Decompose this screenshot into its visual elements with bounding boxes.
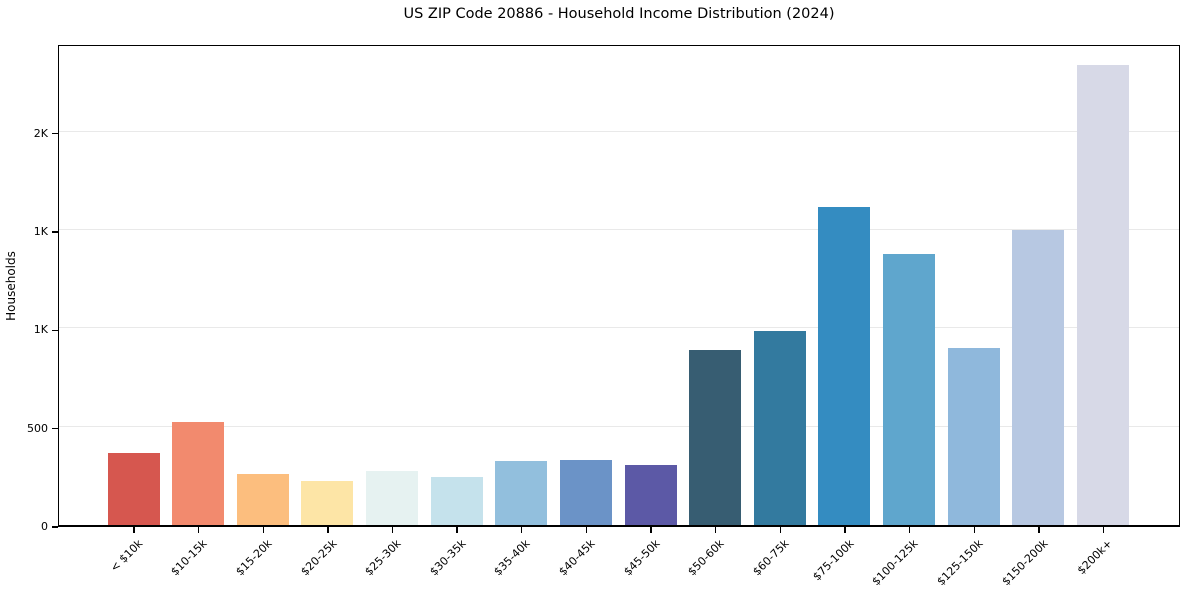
x-tick-mark-8	[585, 527, 588, 533]
plot-area	[58, 45, 1180, 527]
y-tick-label-2000: 2K	[33, 126, 48, 140]
bar-10	[689, 349, 742, 525]
x-tick-label-15: $150-200k	[998, 537, 1051, 589]
bar-13	[883, 253, 936, 525]
x-tick-label-11: $60-75k	[750, 537, 792, 579]
y-tick-label-0: 0	[41, 520, 48, 533]
x-tick-label-10: $50-60k	[685, 537, 727, 579]
y-tick-label-1500: 1K	[33, 224, 48, 238]
bar-11	[753, 331, 806, 525]
x-tick-mark-15	[1038, 527, 1040, 533]
x-tick-mark-6	[456, 527, 458, 533]
bar-9	[624, 465, 677, 525]
x-tick-mark-4	[327, 527, 329, 533]
bar-2	[172, 421, 225, 525]
bar-16	[1076, 64, 1129, 525]
x-tick-label-5: $25-30k	[362, 537, 404, 579]
y-tick-mark-0	[52, 526, 58, 528]
bar-14	[947, 347, 1000, 525]
y-tick-label-500: 500	[27, 421, 48, 435]
bar-1	[107, 453, 160, 525]
x-tick-mark-13	[908, 527, 911, 533]
x-tick-mark-2	[197, 527, 200, 533]
x-tick-mark-12	[844, 527, 846, 533]
bar-15	[1012, 229, 1065, 525]
y-tick-mark-2000	[52, 132, 58, 135]
x-tick-mark-11	[779, 527, 782, 533]
x-tick-label-14: $125-150k	[934, 537, 986, 589]
bar-8	[559, 460, 612, 525]
y-axis-label: Households	[4, 251, 18, 321]
x-tick-mark-16	[1102, 527, 1105, 533]
bar-6	[430, 476, 483, 525]
x-tick-mark-14	[973, 527, 975, 533]
x-tick-mark-10	[714, 527, 717, 533]
x-tick-mark-9	[650, 527, 652, 533]
x-tick-label-16: $200k+	[1074, 537, 1115, 578]
y-tick-mark-1000	[52, 329, 58, 331]
gridline-500	[59, 425, 1179, 427]
bar-3	[236, 473, 289, 525]
x-tick-mark-3	[262, 527, 264, 533]
gridline-1500	[59, 228, 1179, 230]
x-tick-label-7: $35-40k	[491, 537, 534, 579]
x-tick-mark-5	[391, 527, 394, 533]
x-tick-label-4: $20-25k	[297, 537, 340, 579]
bar-12	[818, 207, 871, 525]
bar-7	[495, 461, 548, 525]
x-tick-mark-1	[133, 527, 135, 533]
bar-5	[366, 470, 419, 525]
x-tick-mark-7	[521, 527, 523, 533]
x-tick-label-12: $75-100k	[809, 537, 857, 584]
x-tick-label-8: $40-45k	[556, 537, 598, 579]
x-tick-label-2: $10-15k	[168, 537, 210, 579]
gridline-1000	[59, 327, 1179, 329]
y-tick-mark-1500	[52, 231, 58, 233]
x-tick-label-1: < $10k	[107, 537, 146, 575]
gridline-2000	[59, 130, 1179, 132]
x-tick-label-6: $30-35k	[427, 537, 469, 579]
chart-title: US ZIP Code 20886 - Household Income Dis…	[403, 6, 835, 22]
bar-4	[301, 480, 354, 525]
x-tick-label-3: $15-20k	[233, 537, 275, 579]
x-tick-label-9: $45-50k	[621, 537, 663, 579]
y-tick-mark-500	[52, 427, 58, 430]
x-tick-label-13: $100-125k	[869, 537, 921, 589]
y-tick-label-1000: 1K	[33, 323, 48, 337]
